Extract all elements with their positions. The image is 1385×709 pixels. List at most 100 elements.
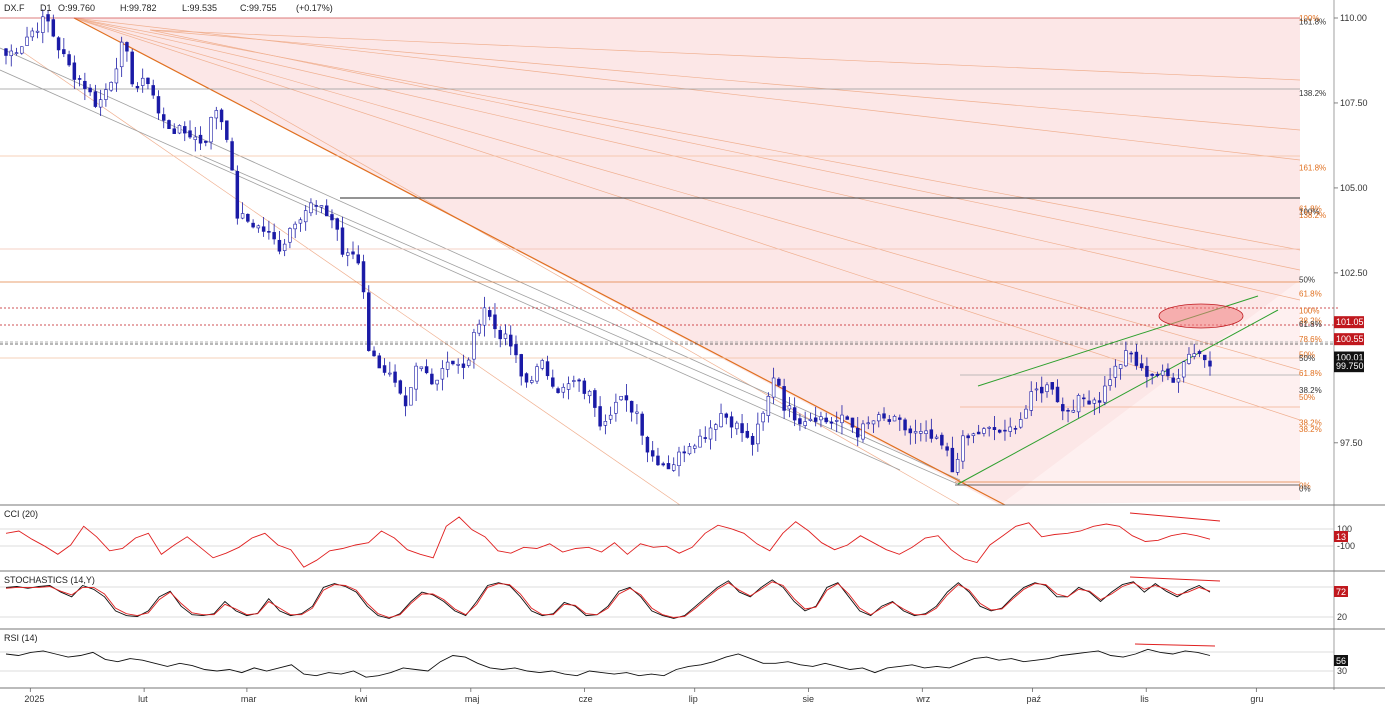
cci-last-value: 13 xyxy=(1336,532,1346,542)
price-tick-label: 97.50 xyxy=(1340,438,1363,448)
candle-body xyxy=(198,134,203,144)
candle-body xyxy=(614,401,618,414)
fib-level-label: 0% xyxy=(1299,481,1311,490)
candle-body xyxy=(703,437,708,439)
candle-body xyxy=(908,428,913,434)
resistance-highlight-ellipse xyxy=(1158,303,1244,329)
candle-body xyxy=(861,423,865,440)
stochastics-panel: STOCHASTICS (14,Y) 20 72 xyxy=(0,575,1348,622)
candle-body xyxy=(240,213,245,219)
price-tag-label: 101.05 xyxy=(1336,317,1364,327)
candle-body xyxy=(1171,377,1175,383)
candle-body xyxy=(88,87,92,93)
candle-body xyxy=(261,226,266,232)
candle-body xyxy=(645,436,650,453)
candle-body xyxy=(498,329,502,340)
price-tick-label: 105.00 xyxy=(1340,183,1368,193)
month-label: lis xyxy=(1140,694,1149,704)
stoch-divergence-line xyxy=(1129,576,1221,582)
candle-body xyxy=(1082,397,1086,400)
candle-body xyxy=(934,436,939,439)
time-axis: 2025 lut mar kwi maj cze lip sie wrz paź lis gru xyxy=(24,688,1263,704)
candle-body xyxy=(246,213,250,222)
fib-fan-fill xyxy=(74,18,1300,505)
candle-body xyxy=(1203,354,1207,361)
candle-body xyxy=(708,427,713,440)
candle-body xyxy=(235,171,240,219)
cci-line xyxy=(5,516,1211,568)
candle-body xyxy=(424,366,429,374)
fib-level-label: 61.8% xyxy=(1299,320,1322,329)
stoch-tick-20: 20 xyxy=(1337,612,1347,622)
price-tick-label: 107.50 xyxy=(1340,98,1368,108)
candle-body xyxy=(535,366,539,382)
candle-body xyxy=(992,427,997,430)
month-label: wrz xyxy=(915,694,930,704)
candle-body xyxy=(472,332,476,360)
month-label: lut xyxy=(138,694,148,704)
candle-body xyxy=(272,232,276,240)
candle-body xyxy=(324,205,329,217)
candle-body xyxy=(77,78,82,80)
candle-body xyxy=(1071,410,1076,413)
fib-level-label: 38.2% xyxy=(1299,386,1322,395)
candle-body xyxy=(698,435,702,448)
candle-body xyxy=(41,16,45,33)
candle-body xyxy=(540,360,545,369)
candle-body xyxy=(792,407,797,421)
candle-body xyxy=(1118,364,1123,369)
month-label: cze xyxy=(579,694,593,704)
candle-body xyxy=(955,459,960,473)
candle-body xyxy=(477,323,481,334)
candle-body xyxy=(976,431,981,435)
rsi-title: RSI (14) xyxy=(4,633,38,643)
candle-body xyxy=(298,219,303,224)
candle-body xyxy=(125,42,129,52)
candle-body xyxy=(771,377,776,398)
candle-body xyxy=(1155,373,1160,376)
candle-body xyxy=(640,413,644,436)
candle-body xyxy=(824,417,828,423)
candle-body xyxy=(188,130,192,138)
candle-body xyxy=(35,30,40,33)
fib-fan-fill-inner xyxy=(74,18,1300,505)
month-label: gru xyxy=(1250,694,1263,704)
candle-body xyxy=(14,52,19,54)
candle-body xyxy=(251,222,255,228)
candle-body xyxy=(377,355,382,369)
candle-body xyxy=(9,50,13,57)
candle-body xyxy=(745,430,750,438)
candle-body xyxy=(83,80,87,89)
month-label: maj xyxy=(465,694,480,704)
header-low: L:99.535 xyxy=(182,3,217,13)
candle-body xyxy=(461,363,466,368)
candle-body xyxy=(1113,365,1118,378)
candle-body xyxy=(130,51,134,85)
candle-body xyxy=(1045,384,1049,392)
candle-body xyxy=(924,430,928,434)
candle-body xyxy=(1124,350,1128,367)
candle-body xyxy=(1066,409,1070,412)
candle-body xyxy=(67,54,71,66)
candle-body xyxy=(1055,386,1060,403)
candle-body xyxy=(1034,388,1039,391)
rsi-panel: RSI (14) 30 56 xyxy=(0,633,1348,678)
fib-level-label: 61.8% xyxy=(1299,289,1322,298)
candle-body xyxy=(351,251,355,255)
candlestick-series xyxy=(4,9,1212,477)
candle-body xyxy=(1139,363,1144,369)
price-tag-label: 100.55 xyxy=(1336,334,1364,344)
candle-body xyxy=(966,435,970,439)
candle-body xyxy=(393,371,397,383)
candle-body xyxy=(587,390,592,397)
candle-body xyxy=(1018,419,1023,428)
candle-body xyxy=(855,427,860,438)
candle-body xyxy=(508,334,513,347)
candle-body xyxy=(850,417,855,428)
rsi-line xyxy=(5,648,1211,678)
candle-body xyxy=(193,136,198,140)
candle-body xyxy=(430,373,434,385)
candle-body xyxy=(729,416,734,428)
candle-body xyxy=(204,140,208,143)
candle-body xyxy=(971,433,976,436)
